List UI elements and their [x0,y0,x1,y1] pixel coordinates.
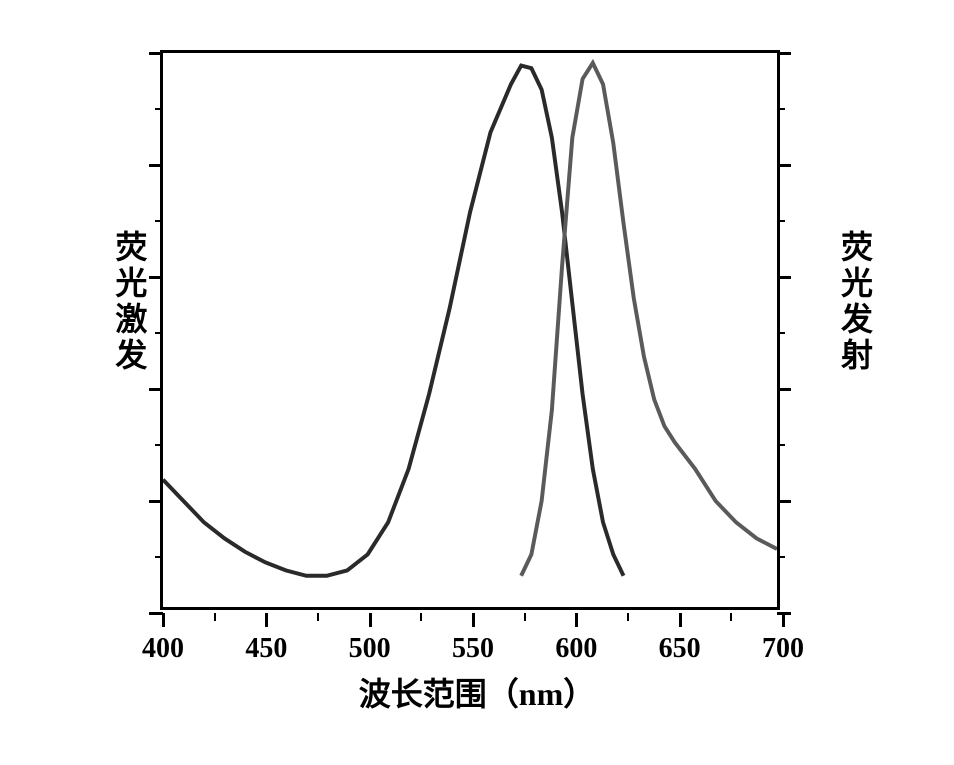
y-tick-right-major [777,500,791,503]
x-tick-major [679,613,682,627]
x-tick-major [782,613,785,627]
y-tick-left-minor [155,220,163,222]
x-tick-minor [317,613,319,621]
x-tick-major [162,613,165,627]
x-tick-minor [730,613,732,621]
y-tick-right-minor [777,332,785,334]
y-axis-right-label: 荧光发射 [836,230,874,374]
x-tick-label: 400 [142,633,184,665]
x-tick-label: 450 [245,633,287,665]
y-tick-left-minor [155,556,163,558]
x-tick-label: 650 [659,633,701,665]
y-tick-left-major [149,612,163,615]
y-tick-left-major [149,276,163,279]
x-tick-major [472,613,475,627]
y-tick-right-minor [777,108,785,110]
y-tick-left-minor [155,444,163,446]
y-tick-right-major [777,388,791,391]
y-axis-left-label: 荧光激发 [110,230,148,374]
y-tick-right-major [777,164,791,167]
chart-container: 荧光激发 荧光发射 400450500550600650700 波长范围（nm） [60,30,894,720]
x-tick-major [369,613,372,627]
y-tick-left-minor [155,332,163,334]
y-tick-right-minor [777,444,785,446]
emission-curve [521,63,777,576]
y-tick-right-major [777,612,791,615]
x-tick-label: 500 [349,633,391,665]
x-axis-label: 波长范围（nm） [359,669,595,715]
x-tick-major [575,613,578,627]
spectra-curves [163,53,777,607]
x-tick-minor [420,613,422,621]
y-tick-left-minor [155,108,163,110]
x-tick-label: 700 [762,633,804,665]
y-tick-left-major [149,164,163,167]
x-tick-minor [524,613,526,621]
y-tick-left-major [149,388,163,391]
y-tick-left-major [149,500,163,503]
x-tick-minor [214,613,216,621]
y-tick-right-major [777,276,791,279]
y-tick-right-minor [777,556,785,558]
x-tick-label: 600 [555,633,597,665]
y-tick-right-minor [777,220,785,222]
x-tick-minor [627,613,629,621]
y-tick-left-major [149,52,163,55]
plot-area: 400450500550600650700 [160,50,780,610]
excitation-curve [163,66,624,576]
x-tick-major [265,613,268,627]
x-tick-label: 550 [452,633,494,665]
y-tick-right-major [777,52,791,55]
